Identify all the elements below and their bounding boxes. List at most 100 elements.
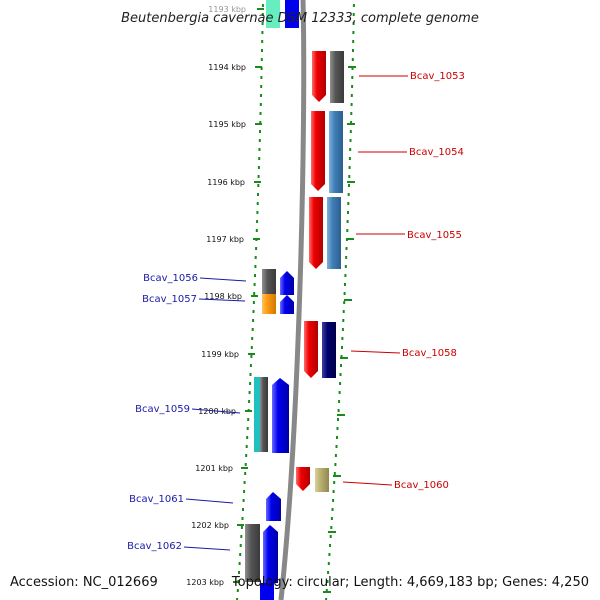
gene-bcav-1059[interactable] [260,377,268,452]
gene-label-bcav-1059[interactable]: Bcav_1059 [135,404,190,415]
gene-label-bcav-1054[interactable]: Bcav_1054 [409,147,464,158]
gene-label-bcav-1062[interactable]: Bcav_1062 [127,541,182,552]
ring-dot [259,121,262,124]
ring-dot [251,337,254,340]
gene-label-bcav-1053[interactable]: Bcav_1053 [410,71,465,82]
tick-label-1196: 1196 kbp [207,178,245,187]
gene-bcav-1060-khaki[interactable] [315,468,329,492]
gene-bcav-1056-blue[interactable] [280,271,294,295]
ring-dot [258,139,261,142]
ring-dot [259,130,261,133]
gene-bcav-1053[interactable] [312,51,326,102]
ring-dot [256,220,259,223]
ring-dot [348,157,351,160]
ring-dot [244,472,247,475]
ring-dot [335,445,338,448]
gene-label-bcav-1058[interactable]: Bcav_1058 [402,348,457,359]
gene-clipped-top-teal[interactable] [266,0,280,28]
ring-dot [260,58,263,61]
gene-bcav-1058-navy[interactable] [322,322,336,378]
gene-bcav-1061[interactable] [266,492,281,521]
ring-dot [348,166,351,169]
tick-label-1203: 1203 kbp [186,578,224,587]
ring-dot [245,445,248,448]
ring-dot [251,328,254,331]
gene-label-bcav-1056[interactable]: Bcav_1056 [143,273,198,284]
ring-dot [334,463,337,466]
gene-bcav-1058[interactable] [304,321,318,378]
gene-label-bcav-1055[interactable]: Bcav_1055 [407,230,462,241]
ring-dot [261,22,264,25]
ring-dot [339,382,342,385]
gene-bcav-1062-blue[interactable] [263,525,278,583]
ring-dot [256,202,259,205]
gene-bcav-1057[interactable] [262,294,276,314]
ring-dot [340,364,342,367]
ring-dot [343,292,346,295]
ring-dot [330,517,333,520]
ring-dot [246,436,249,439]
topology-label: Topology: circular; Length: 4,669,183 bp… [231,575,589,590]
gene-bcav-1057-blue[interactable] [280,295,294,314]
gene-bcav-1059-cyan[interactable] [254,377,260,452]
ring-dot [350,112,353,115]
ring-dot [257,184,260,187]
ring-dot [331,508,334,511]
gene-bcav-1055[interactable] [309,197,323,269]
leader-line [191,408,241,414]
leader-line [198,298,246,302]
ring-dot [352,22,355,25]
ring-dot [260,67,263,70]
gene-bcav-1054[interactable] [311,111,325,191]
tick-label-1201: 1201 kbp [195,464,233,473]
gene-bcav-1054-steel[interactable] [329,111,343,193]
gene-bcav-1060[interactable] [296,467,310,491]
ring-dot [260,76,263,79]
ring-dot [258,157,261,160]
ring-dot [236,589,239,592]
gene-bcav-1056[interactable] [262,269,276,294]
ring-dot [336,427,339,430]
gene-label-bcav-1061[interactable]: Bcav_1061 [129,494,184,505]
leader-line [199,277,247,282]
gene-bcav-1055-steel[interactable] [327,197,341,269]
ring-dot [260,94,262,97]
ring-dot [346,229,349,232]
ring-dot [246,427,249,430]
gene-clipped-top-blue[interactable] [285,0,299,28]
ring-dot [350,103,353,106]
ring-dot [345,247,348,250]
outer-ring-right [325,4,355,600]
gene-label-bcav-1060[interactable]: Bcav_1060 [394,480,449,491]
ring-dot [240,526,243,529]
ring-dot [261,49,263,52]
ring-dot [350,94,353,97]
ring-dot [248,400,251,403]
ring-dot [332,490,335,493]
ring-dot [239,544,242,547]
leader-line [183,546,231,551]
ring-dot [254,274,256,277]
ring-dot [255,229,258,232]
ring-dot [352,13,355,16]
ring-dot [252,301,255,304]
ring-dot [325,598,328,600]
gene-clipped-bottom-blue[interactable] [260,583,274,600]
gene-bcav-1062[interactable] [245,524,260,582]
ring-dot [250,355,253,358]
gene-bcav-1053-gray[interactable] [330,51,344,103]
ring-dot [352,4,355,7]
gene-label-bcav-1057[interactable]: Bcav_1057 [142,294,197,305]
ring-dot [248,391,251,394]
tick-label-1195: 1195 kbp [208,120,246,129]
ring-dot [342,319,345,322]
ring-dot [342,310,345,313]
ring-dot [351,76,354,79]
ring-dot [336,436,338,439]
leader-line [342,481,393,486]
ring-dot [333,481,336,484]
ring-dot [337,409,340,412]
gene-bcav-1059-blue[interactable] [272,378,289,453]
